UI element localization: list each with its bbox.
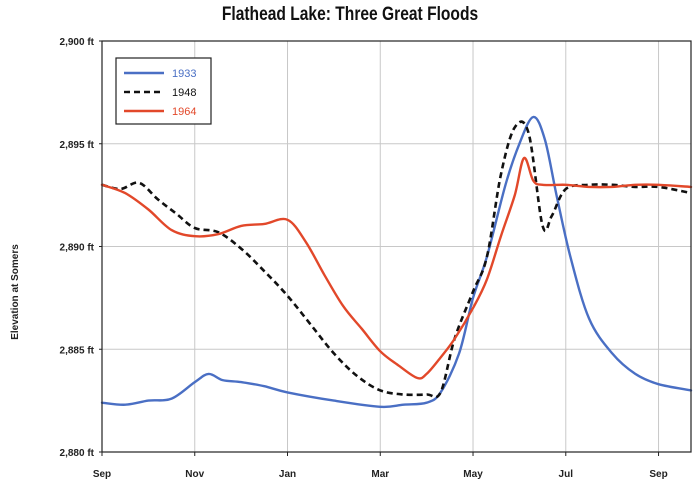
x-tick-label: Nov <box>185 469 204 480</box>
x-tick-label: Sep <box>93 469 111 480</box>
x-tick-label: Jul <box>559 469 574 480</box>
y-axis-label: Elevation at Somers <box>10 244 21 340</box>
series-line-1964 <box>100 156 693 380</box>
y-tick-label: 2,895 ft <box>60 140 95 151</box>
x-tick-label: Mar <box>371 469 389 480</box>
legend-label-1948: 1948 <box>172 87 196 99</box>
x-tick-labels: Sep Nov Jan Mar May Jul Sep <box>93 452 668 480</box>
series-line-1948 <box>101 120 692 399</box>
series-line-1933 <box>100 115 693 409</box>
y-tick-label: 2,880 ft <box>60 448 95 459</box>
x-tick-label: Jan <box>279 469 296 480</box>
grid <box>102 41 691 452</box>
chart-title: Flathead Lake: Three Great Floods <box>221 4 479 25</box>
legend: 1933 1948 1964 <box>115 57 212 125</box>
legend-label-1933: 1933 <box>172 68 196 80</box>
y-tick-label: 2,890 ft <box>60 243 95 254</box>
x-tick-label: May <box>463 469 483 480</box>
y-tick-label: 2,900 ft <box>60 37 95 48</box>
legend-box <box>115 57 212 125</box>
y-tick-labels: 2,880 ft 2,885 ft 2,890 ft 2,895 ft 2,900 ft <box>60 37 102 459</box>
series-layer <box>100 115 693 409</box>
legend-label-1964: 1964 <box>172 106 196 118</box>
x-tick-label: Sep <box>649 469 667 480</box>
y-tick-label: 2,885 ft <box>60 345 95 356</box>
